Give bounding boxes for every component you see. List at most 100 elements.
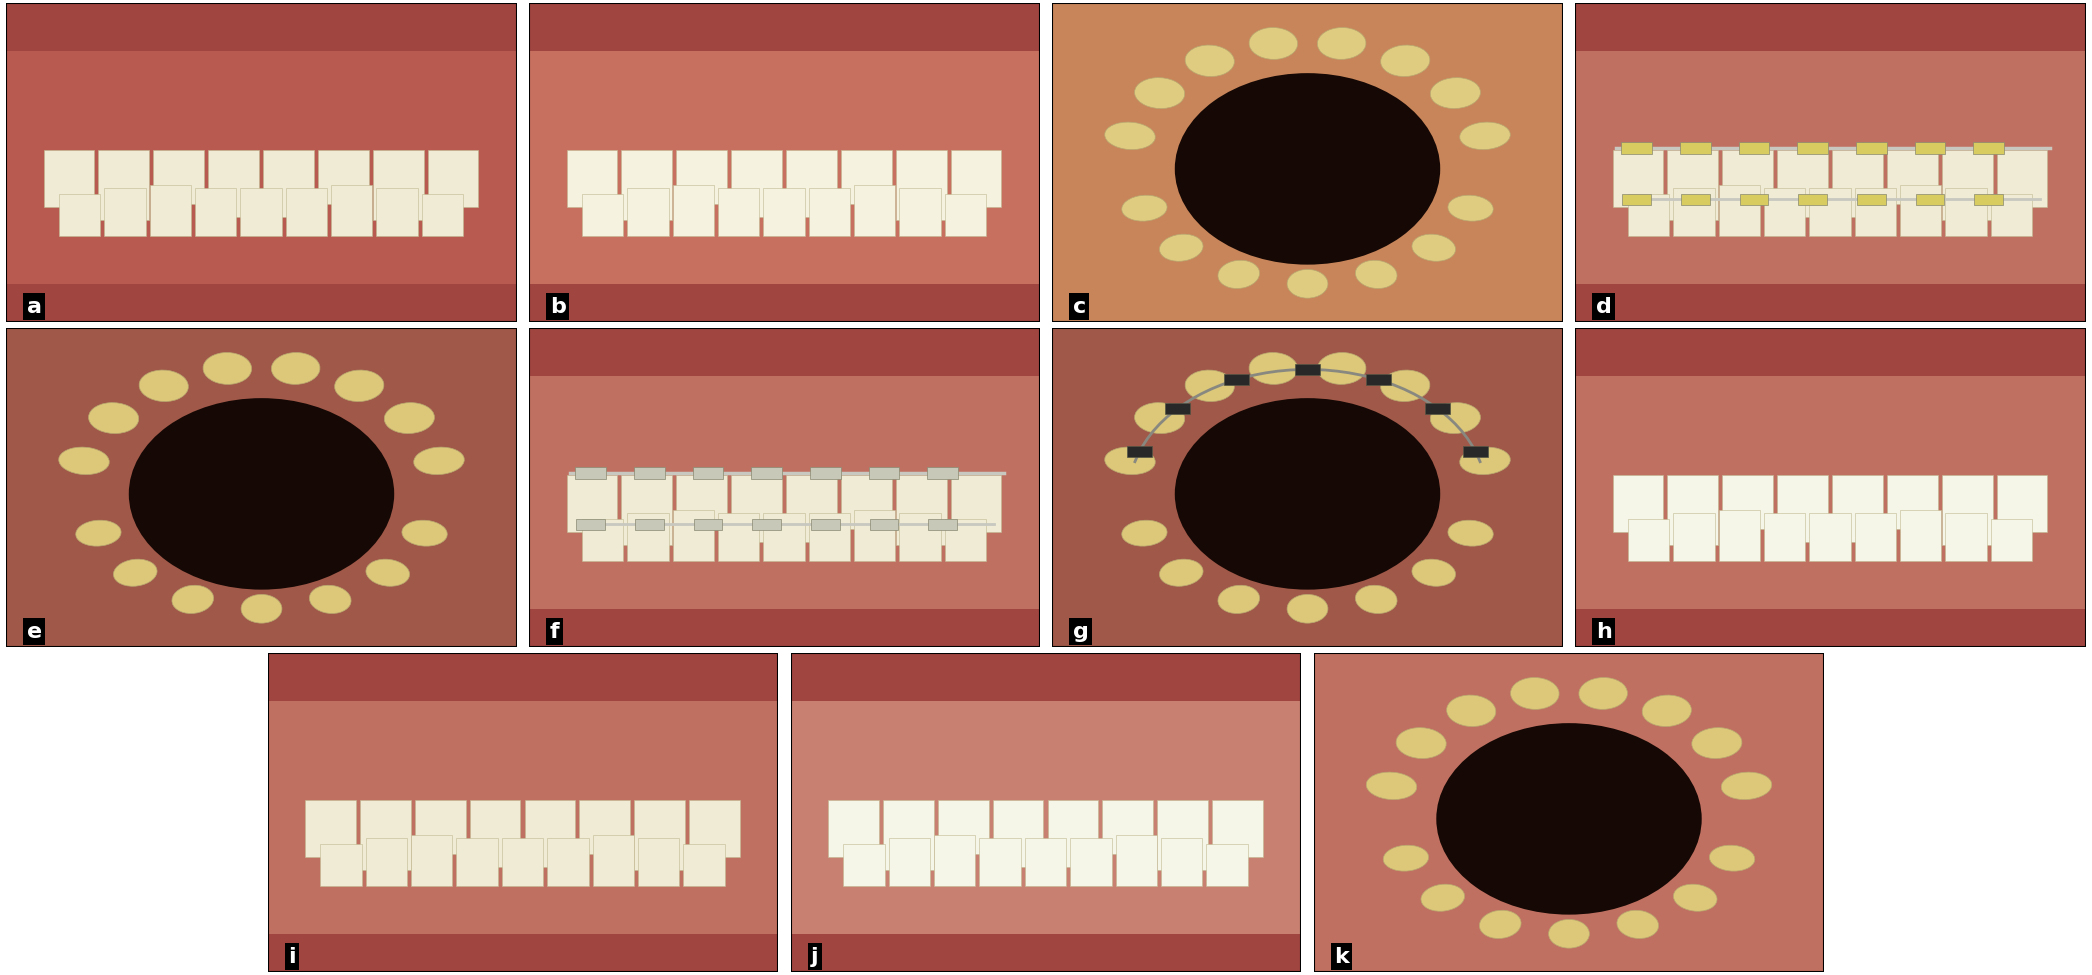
Polygon shape (1575, 3, 2086, 51)
Bar (287, 188, 326, 236)
Bar (502, 838, 544, 886)
Bar (1667, 150, 1718, 220)
Bar (1613, 150, 1663, 207)
Ellipse shape (1412, 234, 1456, 261)
Bar (377, 188, 418, 236)
Bar (841, 475, 891, 529)
Bar (1946, 188, 1987, 236)
Bar (870, 519, 897, 529)
Bar (684, 844, 724, 886)
Bar (791, 838, 1301, 972)
Ellipse shape (1356, 260, 1397, 289)
Ellipse shape (88, 403, 138, 434)
Ellipse shape (272, 353, 320, 384)
Bar (1810, 188, 1851, 236)
Bar (753, 519, 780, 529)
Bar (1741, 194, 1768, 205)
Bar (414, 800, 467, 854)
Polygon shape (529, 3, 1040, 51)
Ellipse shape (1383, 845, 1429, 871)
Ellipse shape (1318, 353, 1366, 384)
Bar (638, 838, 680, 886)
Bar (628, 188, 669, 236)
Ellipse shape (1448, 695, 1496, 726)
Bar (1973, 142, 2004, 154)
Bar (575, 519, 605, 529)
Bar (1667, 475, 1718, 545)
Ellipse shape (1510, 678, 1559, 710)
Ellipse shape (385, 403, 435, 434)
Bar (718, 513, 759, 561)
Bar (854, 510, 895, 561)
Text: e: e (27, 621, 42, 642)
Bar (525, 800, 575, 867)
Ellipse shape (1186, 45, 1234, 76)
Bar (634, 467, 665, 479)
Bar (1946, 513, 1987, 561)
Bar (994, 800, 1044, 867)
Bar (98, 150, 149, 220)
Text: d: d (1596, 296, 1611, 317)
Text: g: g (1073, 621, 1088, 642)
Ellipse shape (1121, 521, 1167, 546)
Bar (868, 467, 900, 479)
Bar (268, 838, 778, 972)
Bar (1810, 513, 1851, 561)
Bar (1462, 446, 1487, 457)
Bar (1674, 188, 1715, 236)
Ellipse shape (75, 521, 121, 546)
Bar (810, 513, 849, 561)
Bar (676, 475, 728, 529)
Bar (900, 188, 941, 236)
Bar (1575, 3, 2086, 156)
Ellipse shape (140, 370, 188, 402)
Ellipse shape (1218, 585, 1259, 613)
Bar (1575, 513, 2086, 647)
Bar (1207, 844, 1247, 886)
Bar (1797, 142, 1828, 154)
Ellipse shape (1437, 723, 1701, 915)
Bar (1738, 142, 1770, 154)
Bar (567, 475, 617, 532)
Bar (1366, 373, 1391, 385)
Bar (1157, 800, 1207, 870)
Polygon shape (529, 328, 1040, 375)
Ellipse shape (1249, 353, 1297, 384)
Polygon shape (1575, 608, 2086, 647)
Ellipse shape (1548, 919, 1590, 948)
Bar (1628, 520, 1669, 561)
Bar (1858, 194, 1885, 205)
Ellipse shape (1420, 884, 1464, 912)
Bar (59, 194, 100, 236)
Bar (529, 188, 1040, 322)
Bar (751, 467, 782, 479)
Ellipse shape (1448, 521, 1494, 546)
Ellipse shape (1186, 370, 1234, 402)
Bar (1833, 150, 1883, 216)
Bar (1764, 513, 1805, 561)
Bar (412, 835, 452, 886)
Bar (195, 188, 236, 236)
Bar (732, 150, 782, 216)
Bar (44, 150, 94, 207)
Ellipse shape (1105, 122, 1155, 149)
Bar (854, 185, 895, 236)
Bar (1211, 800, 1264, 857)
Bar (674, 185, 713, 236)
Bar (582, 194, 623, 236)
Ellipse shape (1448, 195, 1494, 221)
Bar (1764, 188, 1805, 236)
Text: h: h (1596, 621, 1611, 642)
Ellipse shape (310, 585, 351, 613)
Bar (1025, 838, 1067, 886)
Bar (732, 475, 782, 542)
Bar (1900, 185, 1941, 236)
Bar (1628, 194, 1669, 236)
Bar (567, 150, 617, 207)
Bar (841, 150, 891, 204)
Bar (1992, 520, 2031, 561)
Bar (636, 519, 663, 529)
Bar (1887, 150, 1937, 204)
Bar (241, 188, 282, 236)
Bar (889, 838, 931, 886)
